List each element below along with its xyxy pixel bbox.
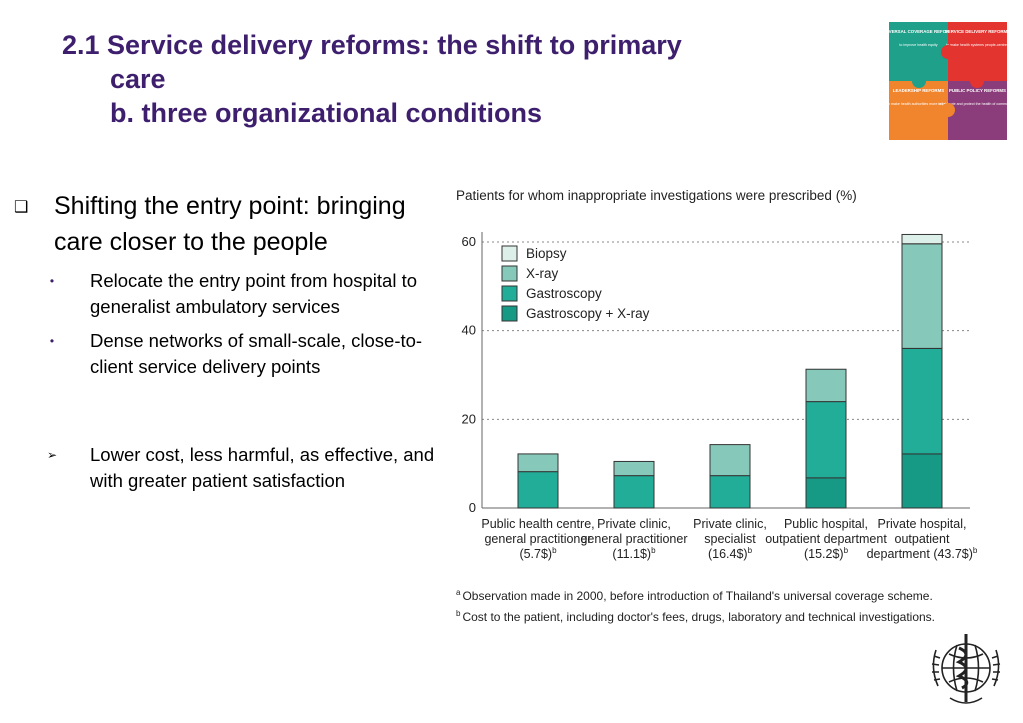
puzzle-piece: SERVICE DELIVERY REFORMS to make health s… — [945, 22, 1007, 81]
x-tick-label: (11.1$)b — [612, 546, 656, 561]
title-line-2: care — [110, 64, 166, 94]
chart-title: Patients for whom inappropriate investig… — [456, 188, 857, 203]
puzzle-piece-title: PUBLIC POLICY REFORMS — [949, 88, 1006, 93]
y-tick-label: 20 — [462, 411, 476, 426]
legend-swatch — [501, 265, 518, 282]
puzzle-piece-desc: to make health systems people-centred — [946, 43, 1007, 47]
bar-segment — [805, 401, 847, 479]
dot-bullet-icon: • — [49, 274, 55, 288]
health-reforms-puzzle-graphic: UNIVERSAL COVERAGE REFORMS to improve hea… — [889, 22, 1007, 140]
legend-swatch — [501, 285, 518, 302]
sub-bullet-text: Dense networks of small-scale, close-to-… — [90, 330, 423, 377]
x-tick-label: department (43.7$)b — [867, 546, 978, 561]
puzzle-piece: PUBLIC POLICY REFORMS to promote and prot… — [938, 81, 1007, 140]
x-tick-label: general practitioner — [484, 532, 591, 546]
puzzle-piece-fill — [948, 22, 1007, 81]
puzzle-piece-desc: to improve health equity — [899, 43, 937, 47]
footnote-marker: a — [456, 588, 461, 597]
bar-segment — [709, 475, 751, 509]
inappropriate-investigations-chart: Patients for whom inappropriate investig… — [456, 188, 978, 624]
legend-label: Gastroscopy — [526, 286, 602, 301]
bar-segment — [517, 453, 559, 473]
bar-segment — [901, 243, 943, 349]
sub-bullet-text: Relocate the entry point from hospital t… — [90, 270, 418, 317]
puzzle-piece: LEADERSHIP REFORMS to make health authori… — [889, 81, 950, 140]
footnote-marker: b — [651, 546, 656, 555]
y-tick-label: 60 — [462, 234, 476, 249]
main-bullet: ❑ Shifting the entry point: bringing car… — [14, 188, 439, 260]
x-tick-label: outpatient department — [765, 532, 887, 546]
footnote-text: Cost to the patient, including doctor's … — [462, 610, 935, 624]
x-tick-label: (15.2$)b — [804, 546, 849, 561]
sub-bullet: • Dense networks of small-scale, close-t… — [14, 328, 439, 380]
puzzle-knob — [970, 74, 984, 88]
puzzle-piece-fill — [889, 81, 948, 140]
footnote-text: Observation made in 2000, before introdu… — [462, 589, 932, 603]
legend-label: X-ray — [526, 266, 559, 281]
x-tick-label: (16.4$)b — [708, 546, 753, 561]
x-tick-label: Public health centre, — [481, 517, 594, 531]
puzzle-piece-title: LEADERSHIP REFORMS — [893, 88, 944, 93]
puzzle-piece-title: UNIVERSAL COVERAGE REFORMS — [889, 29, 956, 34]
puzzle-knob — [912, 74, 926, 88]
x-tick-label: outpatient — [895, 532, 950, 546]
arrow-bullet-icon: ➢ — [46, 448, 58, 462]
bar-segment — [805, 368, 847, 403]
bar-segment — [901, 347, 943, 455]
bullet-list: ❑ Shifting the entry point: bringing car… — [14, 188, 439, 494]
x-tick-label: Private hospital, — [878, 517, 967, 531]
x-tick-label: specialist — [704, 532, 756, 546]
sub-bullet: • Relocate the entry point from hospital… — [14, 268, 439, 320]
title-line-1: 2.1 Service delivery reforms: the shift … — [62, 30, 682, 60]
puzzle-piece-desc: to make health authorities more reliable — [889, 102, 950, 106]
puzzle-piece-fill — [948, 81, 1007, 140]
bar-segment — [805, 477, 847, 509]
checkbox-bullet-icon: ❑ — [14, 199, 29, 216]
x-tick-label: (5.7$)b — [519, 546, 557, 561]
bar-segment — [613, 460, 655, 477]
bar-segment — [613, 475, 655, 509]
puzzle-piece: UNIVERSAL COVERAGE REFORMS to improve hea… — [889, 22, 956, 81]
x-tick-label: Private clinic, — [693, 517, 767, 531]
who-emblem-logo — [931, 634, 1001, 704]
main-bullet-text: Shifting the entry point: bringing care … — [54, 192, 406, 256]
legend-swatch — [501, 305, 518, 322]
arrow-bullet-text: Lower cost, less harmful, as effective, … — [90, 444, 435, 491]
bar-segment — [517, 471, 559, 509]
puzzle-knob — [941, 103, 955, 117]
bar-segment — [901, 233, 943, 245]
legend-label: Biopsy — [526, 246, 567, 261]
footnote-marker: b — [973, 546, 978, 555]
puzzle-knob — [941, 45, 955, 59]
x-tick-label: Private clinic, — [597, 517, 671, 531]
legend-swatch — [501, 245, 518, 262]
slide-title: 2.1 Service delivery reforms: the shift … — [62, 28, 862, 130]
footnote-marker: b — [748, 546, 753, 555]
puzzle-piece-desc: to promote and protect the health of com… — [938, 102, 1007, 106]
footnote: a Observation made in 2000, before introd… — [456, 588, 933, 603]
bar-segment — [709, 444, 751, 477]
footnote-marker: b — [456, 609, 461, 618]
arrow-bullet: ➢ Lower cost, less harmful, as effective… — [14, 442, 439, 494]
dot-bullet-icon: • — [49, 334, 55, 348]
puzzle-piece-title: SERVICE DELIVERY REFORMS — [945, 29, 1007, 34]
footnote-marker: b — [552, 546, 557, 555]
footnote: b Cost to the patient, including doctor's… — [456, 609, 935, 624]
title-line-3: b. three organizational conditions — [110, 98, 543, 128]
footnote-marker: b — [844, 546, 849, 555]
puzzle-piece-fill — [889, 22, 948, 81]
legend-label: Gastroscopy + X-ray — [526, 306, 650, 321]
y-tick-label: 0 — [469, 500, 476, 515]
bar-segment — [901, 453, 943, 509]
x-tick-label: general practitioner — [580, 532, 687, 546]
x-tick-label: Public hospital, — [784, 517, 868, 531]
y-tick-label: 40 — [462, 323, 476, 338]
